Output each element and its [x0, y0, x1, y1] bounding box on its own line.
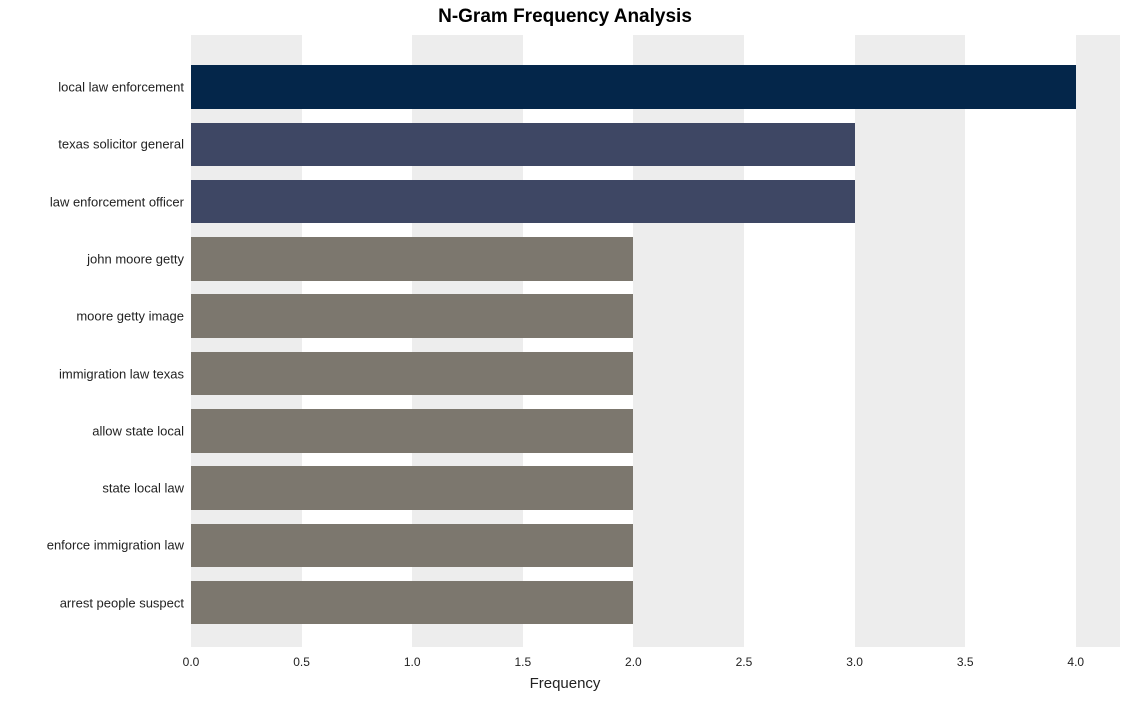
x-tick-label: 1.0 [404, 655, 421, 669]
bar [191, 180, 855, 224]
grid-band [855, 35, 966, 647]
y-tick-label: local law enforcement [58, 80, 184, 95]
x-tick-label: 2.5 [736, 655, 753, 669]
x-tick-label: 0.5 [293, 655, 310, 669]
bar [191, 581, 633, 625]
bar [191, 409, 633, 453]
y-tick-label: allow state local [92, 423, 184, 438]
y-tick-label: enforce immigration law [47, 538, 184, 553]
y-tick-label: immigration law texas [59, 366, 184, 381]
x-tick-label: 1.5 [514, 655, 531, 669]
x-tick-label: 0.0 [183, 655, 200, 669]
y-tick-label: state local law [102, 481, 184, 496]
bar [191, 524, 633, 568]
bar [191, 65, 1076, 109]
x-tick-label: 2.0 [625, 655, 642, 669]
bar [191, 294, 633, 338]
y-tick-label: law enforcement officer [50, 194, 184, 209]
grid-band [1076, 35, 1120, 647]
bar [191, 466, 633, 510]
x-tick-label: 3.5 [957, 655, 974, 669]
y-tick-label: arrest people suspect [60, 595, 184, 610]
x-tick-label: 4.0 [1067, 655, 1084, 669]
chart-title: N-Gram Frequency Analysis [0, 6, 1130, 28]
chart-container: N-Gram Frequency Analysis Frequency loca… [0, 0, 1130, 701]
y-tick-label: john moore getty [87, 251, 184, 266]
x-axis-label: Frequency [0, 675, 1130, 692]
bar [191, 352, 633, 396]
x-tick-label: 3.0 [846, 655, 863, 669]
y-tick-label: moore getty image [76, 309, 184, 324]
y-tick-label: texas solicitor general [58, 137, 184, 152]
bar [191, 237, 633, 281]
plot-area [191, 35, 1120, 647]
bar [191, 123, 855, 167]
